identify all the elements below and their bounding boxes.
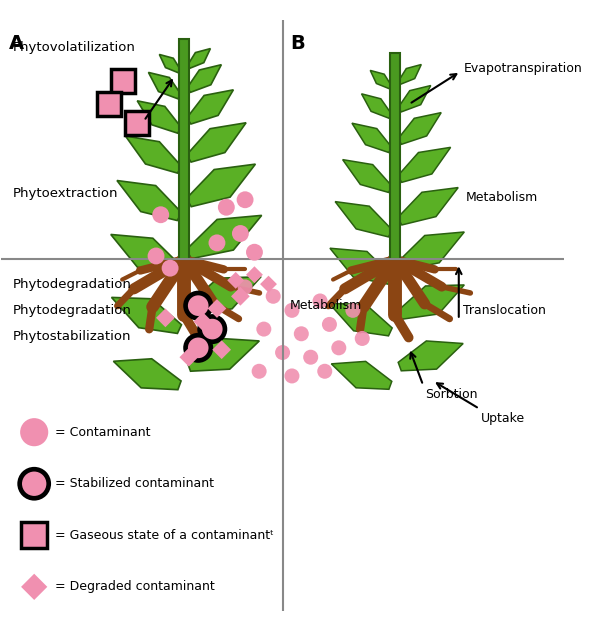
Circle shape: [256, 322, 271, 336]
Polygon shape: [179, 38, 189, 259]
Text: Translocation: Translocation: [463, 304, 545, 317]
Polygon shape: [329, 304, 392, 336]
Polygon shape: [125, 136, 182, 173]
Polygon shape: [113, 359, 181, 390]
Polygon shape: [188, 49, 211, 68]
Circle shape: [197, 314, 227, 344]
Polygon shape: [398, 232, 464, 271]
Circle shape: [313, 293, 328, 309]
Polygon shape: [398, 148, 451, 182]
Text: Phytovolatilization: Phytovolatilization: [13, 42, 136, 54]
Polygon shape: [187, 215, 262, 259]
Circle shape: [22, 471, 46, 496]
Text: = Stabilized contaminant: = Stabilized contaminant: [55, 477, 214, 490]
Text: Phytodegradation: Phytodegradation: [13, 304, 131, 317]
Circle shape: [209, 235, 226, 251]
Polygon shape: [246, 266, 263, 283]
Polygon shape: [208, 299, 226, 318]
Polygon shape: [343, 160, 392, 192]
Text: Sorbtion: Sorbtion: [425, 388, 478, 401]
Polygon shape: [398, 341, 463, 371]
Polygon shape: [398, 187, 458, 225]
Circle shape: [188, 295, 209, 316]
Polygon shape: [227, 272, 244, 289]
Polygon shape: [187, 123, 246, 162]
Polygon shape: [137, 101, 181, 133]
Polygon shape: [335, 202, 392, 237]
Circle shape: [284, 369, 299, 384]
Circle shape: [303, 350, 318, 365]
Text: = Degraded contaminant: = Degraded contaminant: [55, 581, 215, 593]
Polygon shape: [117, 180, 182, 220]
Polygon shape: [112, 297, 181, 333]
Polygon shape: [260, 276, 277, 293]
Text: Uptake: Uptake: [481, 411, 526, 425]
Polygon shape: [330, 248, 392, 284]
Polygon shape: [21, 522, 47, 548]
Polygon shape: [125, 110, 149, 135]
Polygon shape: [391, 52, 400, 259]
Circle shape: [183, 291, 213, 321]
Text: Evapotranspiration: Evapotranspiration: [463, 62, 582, 75]
Polygon shape: [111, 69, 136, 93]
Polygon shape: [212, 340, 231, 359]
Circle shape: [152, 206, 169, 223]
Circle shape: [317, 363, 332, 379]
Polygon shape: [370, 71, 392, 89]
Circle shape: [346, 303, 361, 318]
Text: A: A: [9, 34, 24, 53]
Polygon shape: [331, 362, 392, 389]
Text: = Contaminant: = Contaminant: [55, 426, 151, 439]
Polygon shape: [398, 285, 464, 319]
Text: Phytostabilization: Phytostabilization: [13, 330, 131, 343]
Circle shape: [202, 319, 223, 339]
Polygon shape: [187, 276, 261, 315]
Circle shape: [238, 280, 253, 295]
Circle shape: [355, 331, 370, 346]
Circle shape: [17, 467, 51, 500]
Polygon shape: [194, 312, 212, 331]
Polygon shape: [156, 309, 175, 327]
Circle shape: [232, 225, 249, 242]
Circle shape: [284, 303, 299, 318]
Circle shape: [148, 247, 164, 264]
Polygon shape: [398, 64, 421, 84]
Circle shape: [236, 191, 254, 208]
Text: Phytodegradation: Phytodegradation: [13, 278, 131, 291]
Polygon shape: [111, 235, 182, 275]
Polygon shape: [97, 92, 121, 116]
Circle shape: [218, 199, 235, 216]
Polygon shape: [148, 73, 181, 99]
Polygon shape: [362, 94, 392, 118]
Circle shape: [20, 418, 48, 446]
Circle shape: [246, 244, 263, 261]
Polygon shape: [179, 348, 198, 367]
Text: Phytoextraction: Phytoextraction: [13, 187, 118, 199]
Text: B: B: [290, 34, 305, 53]
Circle shape: [322, 317, 337, 332]
Polygon shape: [352, 123, 392, 153]
Polygon shape: [398, 112, 441, 144]
Circle shape: [183, 333, 213, 363]
Polygon shape: [21, 574, 47, 600]
Circle shape: [275, 345, 290, 360]
Polygon shape: [187, 65, 221, 92]
Polygon shape: [187, 90, 233, 124]
Text: Metabolism: Metabolism: [466, 191, 538, 204]
Polygon shape: [398, 86, 431, 112]
Circle shape: [294, 326, 309, 341]
Text: = Gaseous state of a contaminantᵗ: = Gaseous state of a contaminantᵗ: [55, 529, 274, 542]
Polygon shape: [160, 54, 181, 73]
Polygon shape: [231, 287, 250, 305]
Polygon shape: [187, 164, 256, 207]
Circle shape: [188, 338, 209, 358]
Circle shape: [331, 340, 346, 355]
Text: Metabolism: Metabolism: [290, 299, 362, 312]
Circle shape: [161, 260, 179, 276]
Polygon shape: [187, 338, 259, 371]
Circle shape: [266, 289, 281, 304]
Circle shape: [251, 363, 266, 379]
